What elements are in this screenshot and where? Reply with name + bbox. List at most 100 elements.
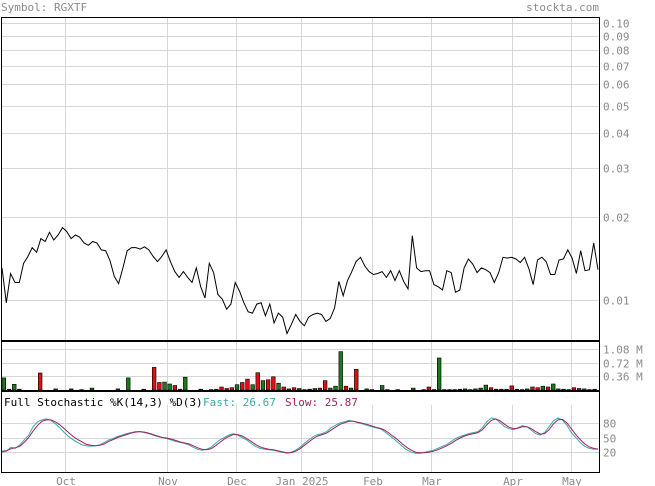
month-axis: Oct Nov Dec Jan 2025 Feb Mar Apr May [56, 17, 582, 486]
month-label: Mar [422, 475, 442, 486]
volume-bar [545, 386, 551, 391]
volume-bar [291, 387, 297, 391]
volume-bar [250, 384, 255, 391]
volume-bar [379, 385, 385, 391]
volume-bar [312, 388, 318, 391]
volume-bar [592, 388, 597, 391]
volume-bar [69, 388, 74, 391]
volume-bar [354, 368, 359, 391]
volume-bar [556, 388, 561, 391]
volume-bar [551, 383, 556, 391]
month-label: Oct [56, 475, 76, 486]
stochastic-line-slow [1, 418, 599, 454]
price-tick-label: 0.01 [603, 295, 630, 308]
volume-bar [499, 388, 504, 391]
volume-bar [322, 380, 328, 391]
price-tick-label: 0.06 [603, 79, 630, 92]
volume-bars [1, 351, 597, 391]
volume-bar [530, 386, 535, 391]
symbol-label: Symbol: RGXTF [1, 1, 88, 14]
stochastic-title: Full Stochastic %K(14,3) %D(3) [4, 396, 203, 409]
volume-bar [317, 387, 323, 391]
volume-bar [426, 386, 432, 391]
volume-bar [245, 378, 250, 391]
stochastic-line-fast [1, 417, 599, 454]
volume-bar [286, 388, 292, 391]
month-label: Jan 2025 [276, 475, 329, 486]
volume-bar [183, 376, 188, 391]
month-label: Dec [227, 475, 247, 486]
price-tick-label: 0.10 [603, 18, 630, 31]
volume-tick-label: 0.36 M [603, 371, 643, 384]
volume-bar [6, 388, 12, 391]
volume-bar [509, 385, 514, 391]
volume-bar [525, 388, 530, 391]
volume-bar [17, 388, 22, 391]
price-grid [1, 23, 599, 301]
volume-bar [307, 388, 312, 391]
volume-bar [483, 384, 489, 391]
volume-bar [478, 387, 483, 391]
panel-frames [1, 17, 600, 473]
volume-bar [504, 388, 509, 391]
volume-bar [276, 382, 281, 391]
volume-bar [436, 357, 442, 391]
price-line-group [1, 226, 599, 335]
volume-bar [255, 372, 260, 391]
volume-bar [229, 387, 235, 391]
volume-bar [162, 381, 167, 391]
volume-bar [473, 388, 478, 391]
volume-bar [152, 367, 157, 391]
stochastic-tick-label: 80 [603, 418, 616, 431]
volume-bar [343, 385, 349, 391]
volume-bar [571, 387, 577, 391]
volume-panel-frame [1, 341, 600, 391]
volume-bar [462, 388, 468, 391]
volume-bar [126, 377, 131, 391]
price-axis: 0.100.090.08 0.07 0.06 0.05 0.04 0.03 0.02 0.01 [603, 18, 630, 308]
volume-bar [214, 388, 219, 391]
volume-axis: 1.08 M0.72 M0.36 M [603, 344, 643, 384]
volume-bar [198, 388, 203, 391]
price-tick-label: 0.08 [603, 45, 630, 58]
volume-bar [265, 379, 271, 391]
volume-bar [271, 376, 276, 391]
volume-bar [260, 380, 266, 391]
volume-bar [535, 387, 540, 391]
volume-bar [224, 388, 229, 391]
price-tick-label: 0.03 [603, 163, 630, 176]
month-label: May [562, 475, 582, 486]
price-tick-label: 0.02 [603, 212, 630, 225]
volume-bar [493, 388, 499, 391]
stochastic-slow-label: Slow: 25.87 [285, 396, 358, 409]
month-label: Apr [503, 475, 523, 486]
volume-tick-label: 0.72 M [603, 358, 643, 371]
volume-bar [338, 351, 343, 391]
volume-bar [297, 388, 302, 391]
volume-bar [37, 372, 43, 391]
volume-bar [364, 388, 369, 391]
stochastic-tick-label: 20 [603, 447, 616, 460]
volume-bar [514, 388, 520, 391]
price-tick-label: 0.09 [603, 31, 630, 44]
price-tick-label: 0.07 [603, 61, 630, 74]
volume-tick-label: 1.08 M [603, 344, 643, 357]
month-label: Nov [158, 475, 178, 486]
volume-bar [172, 385, 178, 391]
volume-bar [561, 388, 566, 391]
volume-bar [141, 388, 146, 391]
stochastic-tick-label: 50 [603, 433, 616, 446]
volume-bar [157, 382, 162, 391]
site-label[interactable]: stockta.com [526, 1, 599, 14]
volume-bar [348, 387, 354, 391]
volume-bar [89, 387, 95, 391]
volume-bar [53, 388, 58, 391]
volume-bar [234, 384, 240, 391]
volume-bar [540, 385, 546, 391]
price-line [1, 226, 599, 335]
volume-bar [12, 383, 17, 391]
stochastic-fast-label: Fast: 26.67 [203, 396, 276, 409]
volume-bar [582, 388, 587, 391]
